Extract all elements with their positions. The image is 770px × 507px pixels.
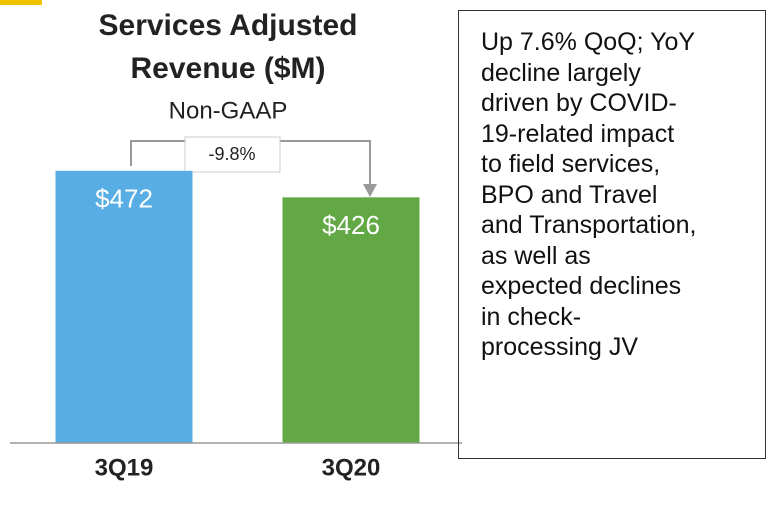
note-line: Up 7.6% QoQ; YoY [481,28,696,56]
corner-accent [0,0,42,5]
note-line: in check- [481,302,582,331]
note-line: and Transportation, [481,211,697,239]
note-line: to field services, [481,150,661,178]
change-label: -9.8% [208,144,255,164]
change-arrow [363,184,377,197]
note-box: Up 7.6% QoQ; YoY decline largely driven by… [458,10,766,459]
note-line: expected declines [481,272,682,300]
note-line: processing JV [481,333,639,361]
chart-title: Services Adjusted [99,9,358,42]
chart-subtitle: Non-GAAP [169,97,288,124]
note-line: driven by COVID- [481,89,677,117]
x-tick-label: 3Q20 [322,454,381,481]
bar [282,197,420,443]
note-line: as well as [481,241,591,270]
change-box [184,136,281,173]
note-line: 19-related impact [481,119,675,148]
note-line: decline largely [481,58,641,87]
chart-title: Revenue ($M) [130,52,325,85]
x-tick-label: 3Q19 [95,454,154,481]
note-line: BPO and Travel [481,180,658,209]
value-label: $426 [322,210,380,240]
value-label: $472 [95,184,153,214]
bar [55,170,193,443]
